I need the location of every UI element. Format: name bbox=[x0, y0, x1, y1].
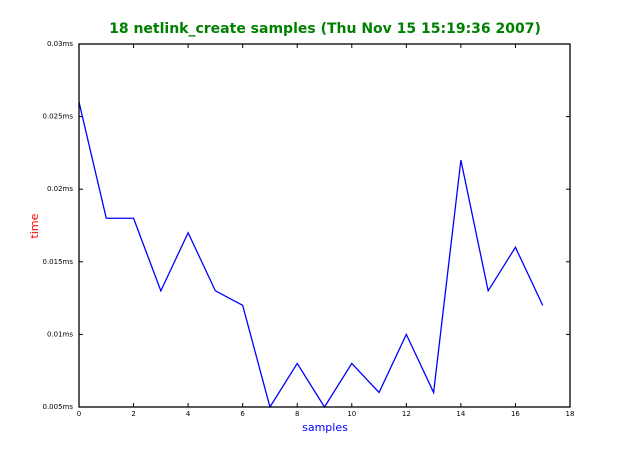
x-tick-label: 6 bbox=[240, 410, 245, 418]
plot-frame bbox=[78, 43, 571, 408]
y-tick-label: 0.01ms bbox=[47, 330, 73, 338]
x-tick-label: 12 bbox=[402, 410, 411, 418]
data-line bbox=[78, 101, 544, 409]
y-tick-label: 0.015ms bbox=[42, 258, 73, 266]
x-tick-label: 2 bbox=[131, 410, 135, 418]
y-tick-label: 0.02ms bbox=[47, 185, 73, 193]
y-axis-label: time bbox=[28, 213, 41, 238]
x-tick-label: 0 bbox=[77, 410, 81, 418]
y-tick-label: 0.025ms bbox=[42, 113, 73, 121]
y-tick-label: 0.03ms bbox=[47, 40, 73, 48]
x-tick-label: 16 bbox=[511, 410, 520, 418]
x-axis-label: samples bbox=[302, 421, 348, 434]
x-tick-label: 18 bbox=[566, 410, 575, 418]
x-tick-label: 8 bbox=[295, 410, 299, 418]
y-tick-label: 0.005ms bbox=[42, 403, 73, 411]
x-tick-label: 10 bbox=[347, 410, 356, 418]
chart-title: 18 netlink_create samples (Thu Nov 15 15… bbox=[109, 21, 541, 37]
x-tick-label: 14 bbox=[456, 410, 465, 418]
x-tick-label: 4 bbox=[186, 410, 191, 418]
